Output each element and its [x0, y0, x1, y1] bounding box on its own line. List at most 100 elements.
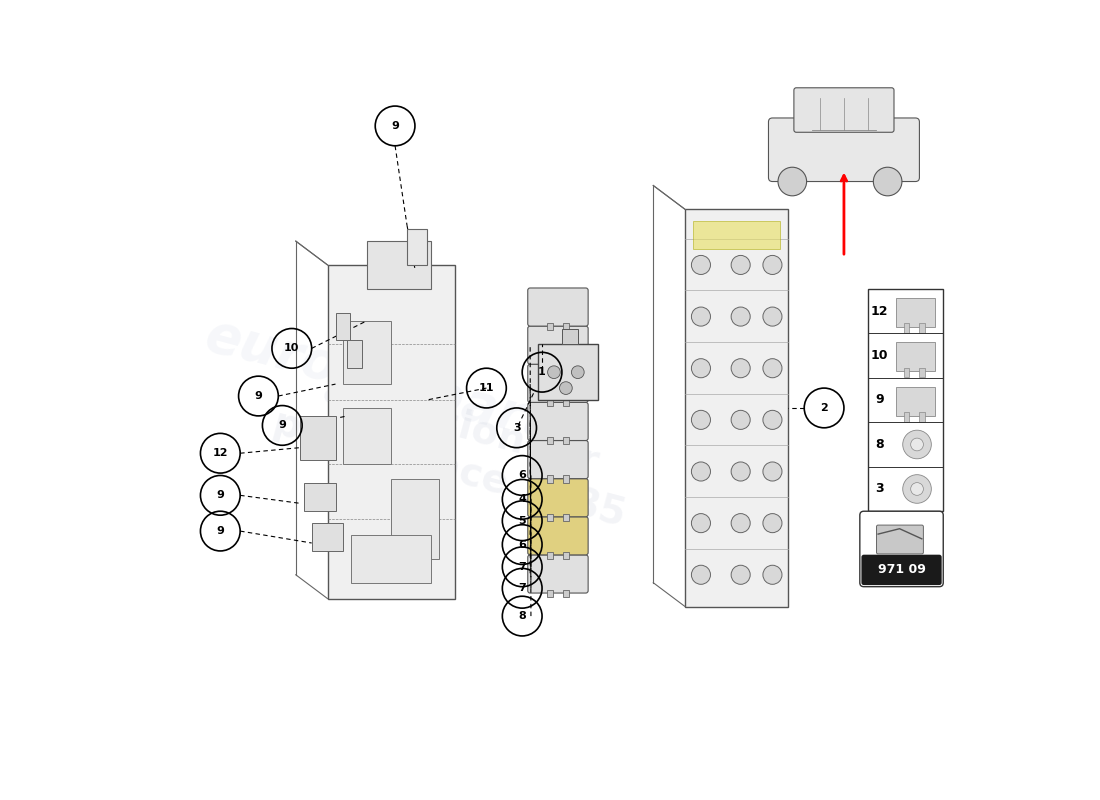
FancyBboxPatch shape	[861, 554, 942, 585]
Text: 3: 3	[513, 423, 520, 433]
FancyBboxPatch shape	[693, 222, 780, 249]
Circle shape	[763, 307, 782, 326]
Circle shape	[732, 307, 750, 326]
Text: 6: 6	[518, 539, 526, 550]
Circle shape	[732, 410, 750, 430]
Text: 1: 1	[538, 367, 546, 377]
Circle shape	[692, 566, 711, 584]
FancyBboxPatch shape	[528, 364, 588, 402]
Text: 9: 9	[254, 391, 263, 401]
FancyBboxPatch shape	[538, 344, 597, 400]
Bar	[895, 386, 935, 415]
Text: 9: 9	[392, 121, 399, 131]
Bar	[547, 475, 553, 482]
FancyBboxPatch shape	[328, 265, 454, 598]
Bar	[348, 341, 362, 368]
Circle shape	[692, 255, 711, 274]
Bar	[351, 535, 431, 582]
Circle shape	[692, 358, 711, 378]
Circle shape	[911, 482, 923, 495]
Bar	[547, 438, 553, 445]
Bar	[311, 523, 343, 551]
Text: 12: 12	[871, 305, 889, 318]
Circle shape	[572, 366, 584, 378]
Text: 11: 11	[478, 383, 494, 393]
Circle shape	[732, 358, 750, 378]
Text: a passion for
parts since 1985: a passion for parts since 1985	[268, 361, 640, 534]
FancyBboxPatch shape	[794, 88, 894, 132]
Text: 8: 8	[518, 611, 526, 621]
Text: 9: 9	[876, 394, 884, 406]
Bar	[304, 483, 336, 511]
Circle shape	[911, 438, 923, 451]
Circle shape	[692, 307, 711, 326]
Text: 9: 9	[278, 421, 286, 430]
Bar	[547, 399, 553, 406]
Text: 8: 8	[876, 438, 884, 451]
FancyBboxPatch shape	[528, 402, 588, 441]
Bar	[903, 323, 909, 333]
FancyBboxPatch shape	[528, 326, 588, 364]
Bar	[563, 323, 569, 330]
Circle shape	[548, 366, 560, 378]
Circle shape	[692, 462, 711, 481]
Bar	[547, 323, 553, 330]
Circle shape	[778, 167, 806, 196]
Bar	[920, 412, 925, 422]
FancyBboxPatch shape	[769, 118, 920, 182]
Circle shape	[732, 514, 750, 533]
Circle shape	[873, 167, 902, 196]
Text: 9: 9	[217, 490, 224, 500]
Text: 971 09: 971 09	[878, 563, 925, 576]
FancyBboxPatch shape	[685, 210, 789, 606]
FancyBboxPatch shape	[528, 441, 588, 478]
Circle shape	[560, 382, 572, 394]
Bar	[392, 479, 439, 559]
Bar	[547, 590, 553, 597]
Circle shape	[763, 514, 782, 533]
Text: 10: 10	[871, 349, 889, 362]
Circle shape	[692, 410, 711, 430]
Circle shape	[763, 358, 782, 378]
Bar	[336, 313, 350, 341]
FancyBboxPatch shape	[562, 329, 578, 344]
Text: 12: 12	[212, 448, 228, 458]
Bar	[407, 229, 427, 265]
FancyBboxPatch shape	[528, 517, 588, 555]
Text: 6: 6	[518, 470, 526, 481]
Text: 4: 4	[518, 494, 526, 504]
Text: 2: 2	[821, 403, 828, 413]
Bar	[920, 368, 925, 378]
FancyBboxPatch shape	[877, 525, 923, 554]
Bar	[547, 514, 553, 521]
Bar	[563, 438, 569, 445]
Circle shape	[763, 566, 782, 584]
Bar	[300, 416, 336, 459]
Bar	[895, 298, 935, 326]
Bar	[343, 321, 392, 384]
Bar	[563, 514, 569, 521]
Bar	[563, 399, 569, 406]
Bar	[547, 361, 553, 368]
Text: 10: 10	[284, 343, 299, 354]
Circle shape	[763, 410, 782, 430]
Bar	[903, 368, 909, 378]
Circle shape	[763, 462, 782, 481]
FancyBboxPatch shape	[528, 555, 588, 593]
FancyBboxPatch shape	[528, 288, 588, 326]
Circle shape	[732, 462, 750, 481]
Bar	[343, 408, 392, 463]
FancyBboxPatch shape	[367, 241, 431, 289]
Bar	[547, 552, 553, 559]
Circle shape	[732, 566, 750, 584]
Bar	[920, 323, 925, 333]
Circle shape	[692, 514, 711, 533]
Text: 9: 9	[217, 526, 224, 536]
Bar	[868, 289, 944, 511]
Bar	[563, 361, 569, 368]
Bar	[895, 342, 935, 371]
Bar	[563, 590, 569, 597]
Circle shape	[732, 255, 750, 274]
Bar	[563, 475, 569, 482]
FancyBboxPatch shape	[860, 511, 944, 586]
